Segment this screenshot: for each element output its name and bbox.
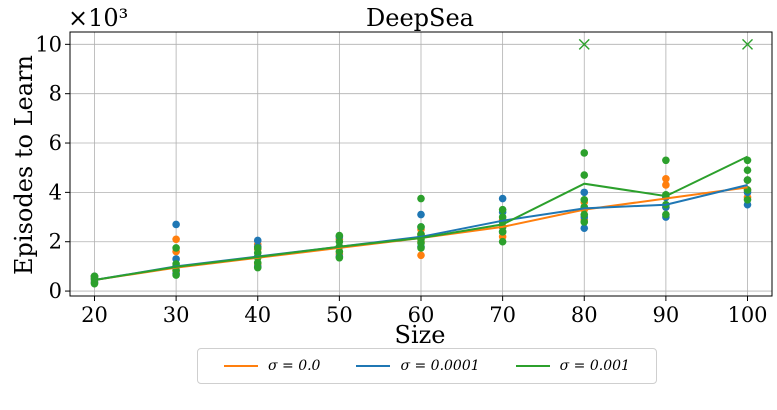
y-tick-label: 8 [49,82,62,106]
data-point [172,244,180,252]
cross-marker [578,38,590,50]
data-point [335,231,344,240]
data-point [743,166,752,174]
legend-label: σ = 0.0001 [400,358,480,374]
series-line [94,155,748,281]
data-point [335,237,344,246]
y-axis-label: Episodes to Learn [10,55,38,275]
legend-swatch-green [515,365,550,367]
x-tick-labels: 20 30 40 50 60 70 80 90 100 [81,303,767,327]
y-tick-label: 0 [49,279,62,303]
cross-marker [742,38,754,50]
legend-label: σ = 0.0 [268,358,321,374]
legend-item-sigma-0.001: σ = 0.001 [515,358,630,374]
y-tick-label: 10 [35,32,62,56]
data-point [662,210,670,219]
data-point [662,156,670,165]
x-tick-label: 100 [727,303,767,327]
data-point [417,251,425,260]
legend-item-sigma-0.0001: σ = 0.0001 [356,358,480,374]
y-tick-labels: 0 2 4 6 8 10 [35,32,62,303]
grid [65,32,772,301]
y-tick-label: 4 [49,180,62,204]
x-tick-label: 40 [244,303,271,327]
x-tick-label: 70 [489,303,516,327]
data-point [498,213,507,221]
series-points [90,149,752,288]
data-point [743,176,752,184]
data-point [580,188,589,197]
data-point [90,272,99,281]
data-point [580,149,589,157]
chart-title: DeepSea [366,4,474,32]
data-point [417,223,425,231]
data-point [580,195,589,204]
data-point [743,195,752,204]
data-point [253,236,262,245]
legend-swatch-blue [356,365,391,367]
x-tick-label: 60 [408,303,435,327]
data-point [580,224,589,232]
x-tick-label: 20 [81,303,108,327]
data-point [172,220,180,229]
x-tick-label: 90 [653,303,680,327]
legend-swatch-orange [224,365,258,367]
data-point [498,194,507,203]
x-tick-label: 80 [571,303,598,327]
y-tick-label: 2 [49,230,62,254]
data-point [417,210,425,219]
x-tick-label: 50 [326,303,353,327]
x-axis-label: Size [395,321,446,349]
x-tick-label: 30 [163,303,190,327]
legend-label: σ = 0.001 [559,358,630,374]
data-point [417,194,425,203]
data-point [580,210,589,219]
cross-stroke [578,38,590,50]
plot-frame [69,31,773,297]
data-point [580,218,589,226]
legend: σ = 0.0 σ = 0.0001 σ = 0.001 [197,348,657,384]
data-point [498,205,507,214]
data-point [498,237,507,246]
data-point [335,253,344,262]
legend-item-sigma-0: σ = 0.0 [224,358,320,374]
data-point [253,244,262,252]
y-tick-label: 6 [49,131,62,155]
cross-stroke [742,38,754,50]
data-point [172,235,180,244]
y-multiplier-label: ×10³ [68,4,128,32]
data-point [662,175,670,183]
series-layer [90,38,754,288]
data-point [662,181,670,189]
data-point [580,171,589,179]
